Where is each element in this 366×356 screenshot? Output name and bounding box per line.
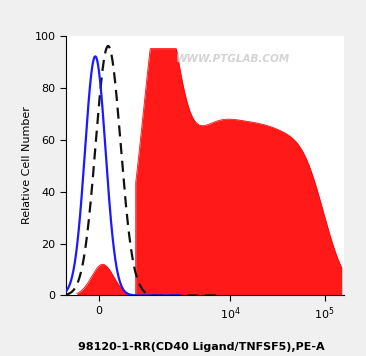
Text: 98120-1-RR(CD40 Ligand/TNFSF5),PE-A: 98120-1-RR(CD40 Ligand/TNFSF5),PE-A [78,342,325,352]
Text: WWW.PTGLAB.COM: WWW.PTGLAB.COM [176,54,290,64]
Y-axis label: Relative Cell Number: Relative Cell Number [22,106,32,225]
